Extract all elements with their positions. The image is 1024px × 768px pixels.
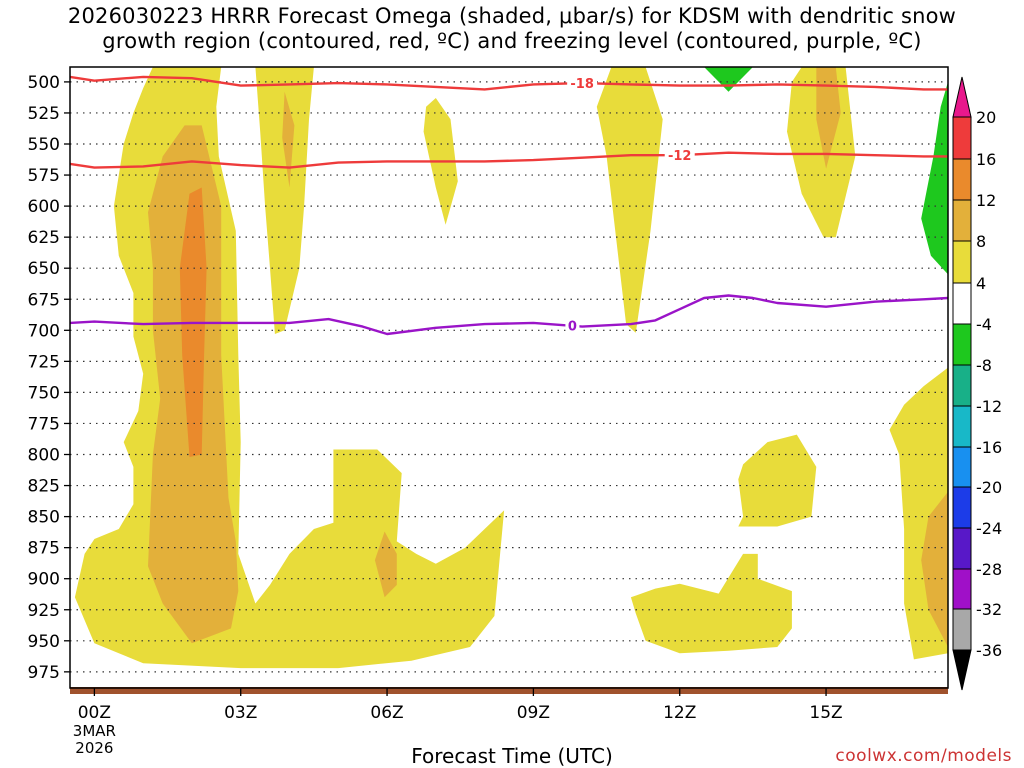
dgz-minus18-label-bg xyxy=(567,75,598,91)
y-tick-label-575: 575 xyxy=(28,166,60,186)
colorbar-label--12: -12 xyxy=(976,397,1002,416)
x-tick-label-09Z: 09Z xyxy=(517,703,550,723)
omega-4-blob-12z xyxy=(630,553,792,654)
colorbar-top-cap xyxy=(952,76,972,118)
x-tick-label-15Z: 15Z xyxy=(809,703,842,723)
y-tick-label-800: 800 xyxy=(28,446,60,466)
colorbar-label--8: -8 xyxy=(976,356,992,375)
colorbar-bottom-cap xyxy=(952,649,972,691)
dgz-minus12-label-bg xyxy=(664,147,695,163)
colorbar-band--36--32 xyxy=(952,608,972,651)
plot-frame xyxy=(69,66,949,689)
x-axis-label: Forecast Time (UTC) xyxy=(411,744,613,768)
dgz-minus18-line xyxy=(70,75,948,91)
y-tick-label-900: 900 xyxy=(28,570,60,590)
colorbar: 20 16 12 8 4 -4 -8 -12 -16 -20 -24 -28 -32 -36 xyxy=(952,76,1002,691)
omega-8-03z xyxy=(282,91,295,188)
y-tick-label-975: 975 xyxy=(28,663,60,683)
chart-title-line1: 2026030223 HRRR Forecast Omega (shaded, … xyxy=(67,4,957,28)
colorbar-band-8-12 xyxy=(952,199,972,242)
colorbar-band--16--12 xyxy=(952,405,972,448)
dgz-minus12-line xyxy=(70,151,948,169)
ground-surface xyxy=(70,687,948,694)
chart-title-line2: growth region (contoured, red, ºC) and f… xyxy=(102,29,922,53)
x-tick-label-00Z: 00Z xyxy=(78,703,111,723)
colorbar-band--32--28 xyxy=(952,568,972,610)
y-axis: 500 525 550 575 600 625 650 675 700 725 750 775 800 8… xyxy=(28,73,70,683)
y-tick-label-600: 600 xyxy=(28,197,60,217)
omega-8-right-edge xyxy=(921,491,948,647)
colorbar-band--28--24 xyxy=(952,527,972,570)
dgz-minus18-label: -18 xyxy=(570,77,594,92)
colorbar-band--8--4 xyxy=(952,323,972,366)
temperature-contours: -18 -12 0 xyxy=(70,75,948,336)
colorbar-label-8: 8 xyxy=(976,232,986,251)
colorbar-label-16: 16 xyxy=(976,150,996,169)
colorbar-band-12-16 xyxy=(952,158,972,201)
colorbar-band-16-20 xyxy=(952,116,972,160)
y-tick-label-550: 550 xyxy=(28,135,60,155)
omega-4-blob-1330z xyxy=(738,434,817,527)
colorbar-band--4-4 xyxy=(952,282,972,325)
colorbar-label--28: -28 xyxy=(976,560,1002,579)
dgz-minus12-label: -12 xyxy=(668,149,692,164)
omega-8-15z xyxy=(816,67,841,169)
colorbar-band--20--16 xyxy=(952,446,972,488)
y-tick-label-725: 725 xyxy=(28,352,60,372)
y-tick-label-525: 525 xyxy=(28,104,60,124)
y-tick-label-650: 650 xyxy=(28,259,60,279)
y-tick-label-500: 500 xyxy=(28,73,60,93)
colorbar-label--24: -24 xyxy=(976,519,1002,538)
x-tick-label-12Z: 12Z xyxy=(663,703,696,723)
colorbar-label--32: -32 xyxy=(976,600,1002,619)
omega-8-06z xyxy=(374,531,397,598)
colorbar-label--4: -4 xyxy=(976,315,992,334)
x-tick-label-03Z: 03Z xyxy=(224,703,257,723)
omega-4-band-11z xyxy=(596,67,663,333)
colorbar-band-4-8 xyxy=(952,240,972,284)
y-tick-label-925: 925 xyxy=(28,601,60,621)
y-tick-label-750: 750 xyxy=(28,383,60,403)
y-tick-label-950: 950 xyxy=(28,632,60,652)
x-tick-label-06Z: 06Z xyxy=(370,703,403,723)
credit-text: coolwx.com/models xyxy=(835,746,1012,766)
colorbar-label-4: 4 xyxy=(976,274,986,293)
omega-4-band-03z xyxy=(255,67,314,334)
colorbar-label-20: 20 xyxy=(976,108,996,127)
freezing-level-0-label: 0 xyxy=(568,319,577,334)
colorbar-band--12--8 xyxy=(952,364,972,407)
omega-neg4-top xyxy=(704,67,753,92)
y-tick-label-875: 875 xyxy=(28,539,60,559)
omega-shading xyxy=(74,67,948,669)
freezing-level-0-line xyxy=(70,294,948,336)
omega-neg4-right xyxy=(921,81,948,275)
y-tick-label-775: 775 xyxy=(28,414,60,434)
date-label-0: 3MAR xyxy=(73,722,116,740)
y-tick-label-850: 850 xyxy=(28,508,60,528)
y-tick-label-625: 625 xyxy=(28,228,60,248)
colorbar-label--20: -20 xyxy=(976,478,1002,497)
chart-title: 2026030223 HRRR Forecast Omega (shaded, … xyxy=(0,4,1024,54)
colorbar-label--36: -36 xyxy=(976,641,1002,660)
y-tick-label-825: 825 xyxy=(28,477,60,497)
y-tick-label-700: 700 xyxy=(28,321,60,341)
colorbar-label--16: -16 xyxy=(976,438,1002,457)
freezing-level-0-label-bg xyxy=(565,317,580,333)
colorbar-label-12: 12 xyxy=(976,191,996,210)
y-tick-label-675: 675 xyxy=(28,290,60,310)
colorbar-band--24--20 xyxy=(952,486,972,529)
date-label-1: 2026 xyxy=(75,739,113,757)
